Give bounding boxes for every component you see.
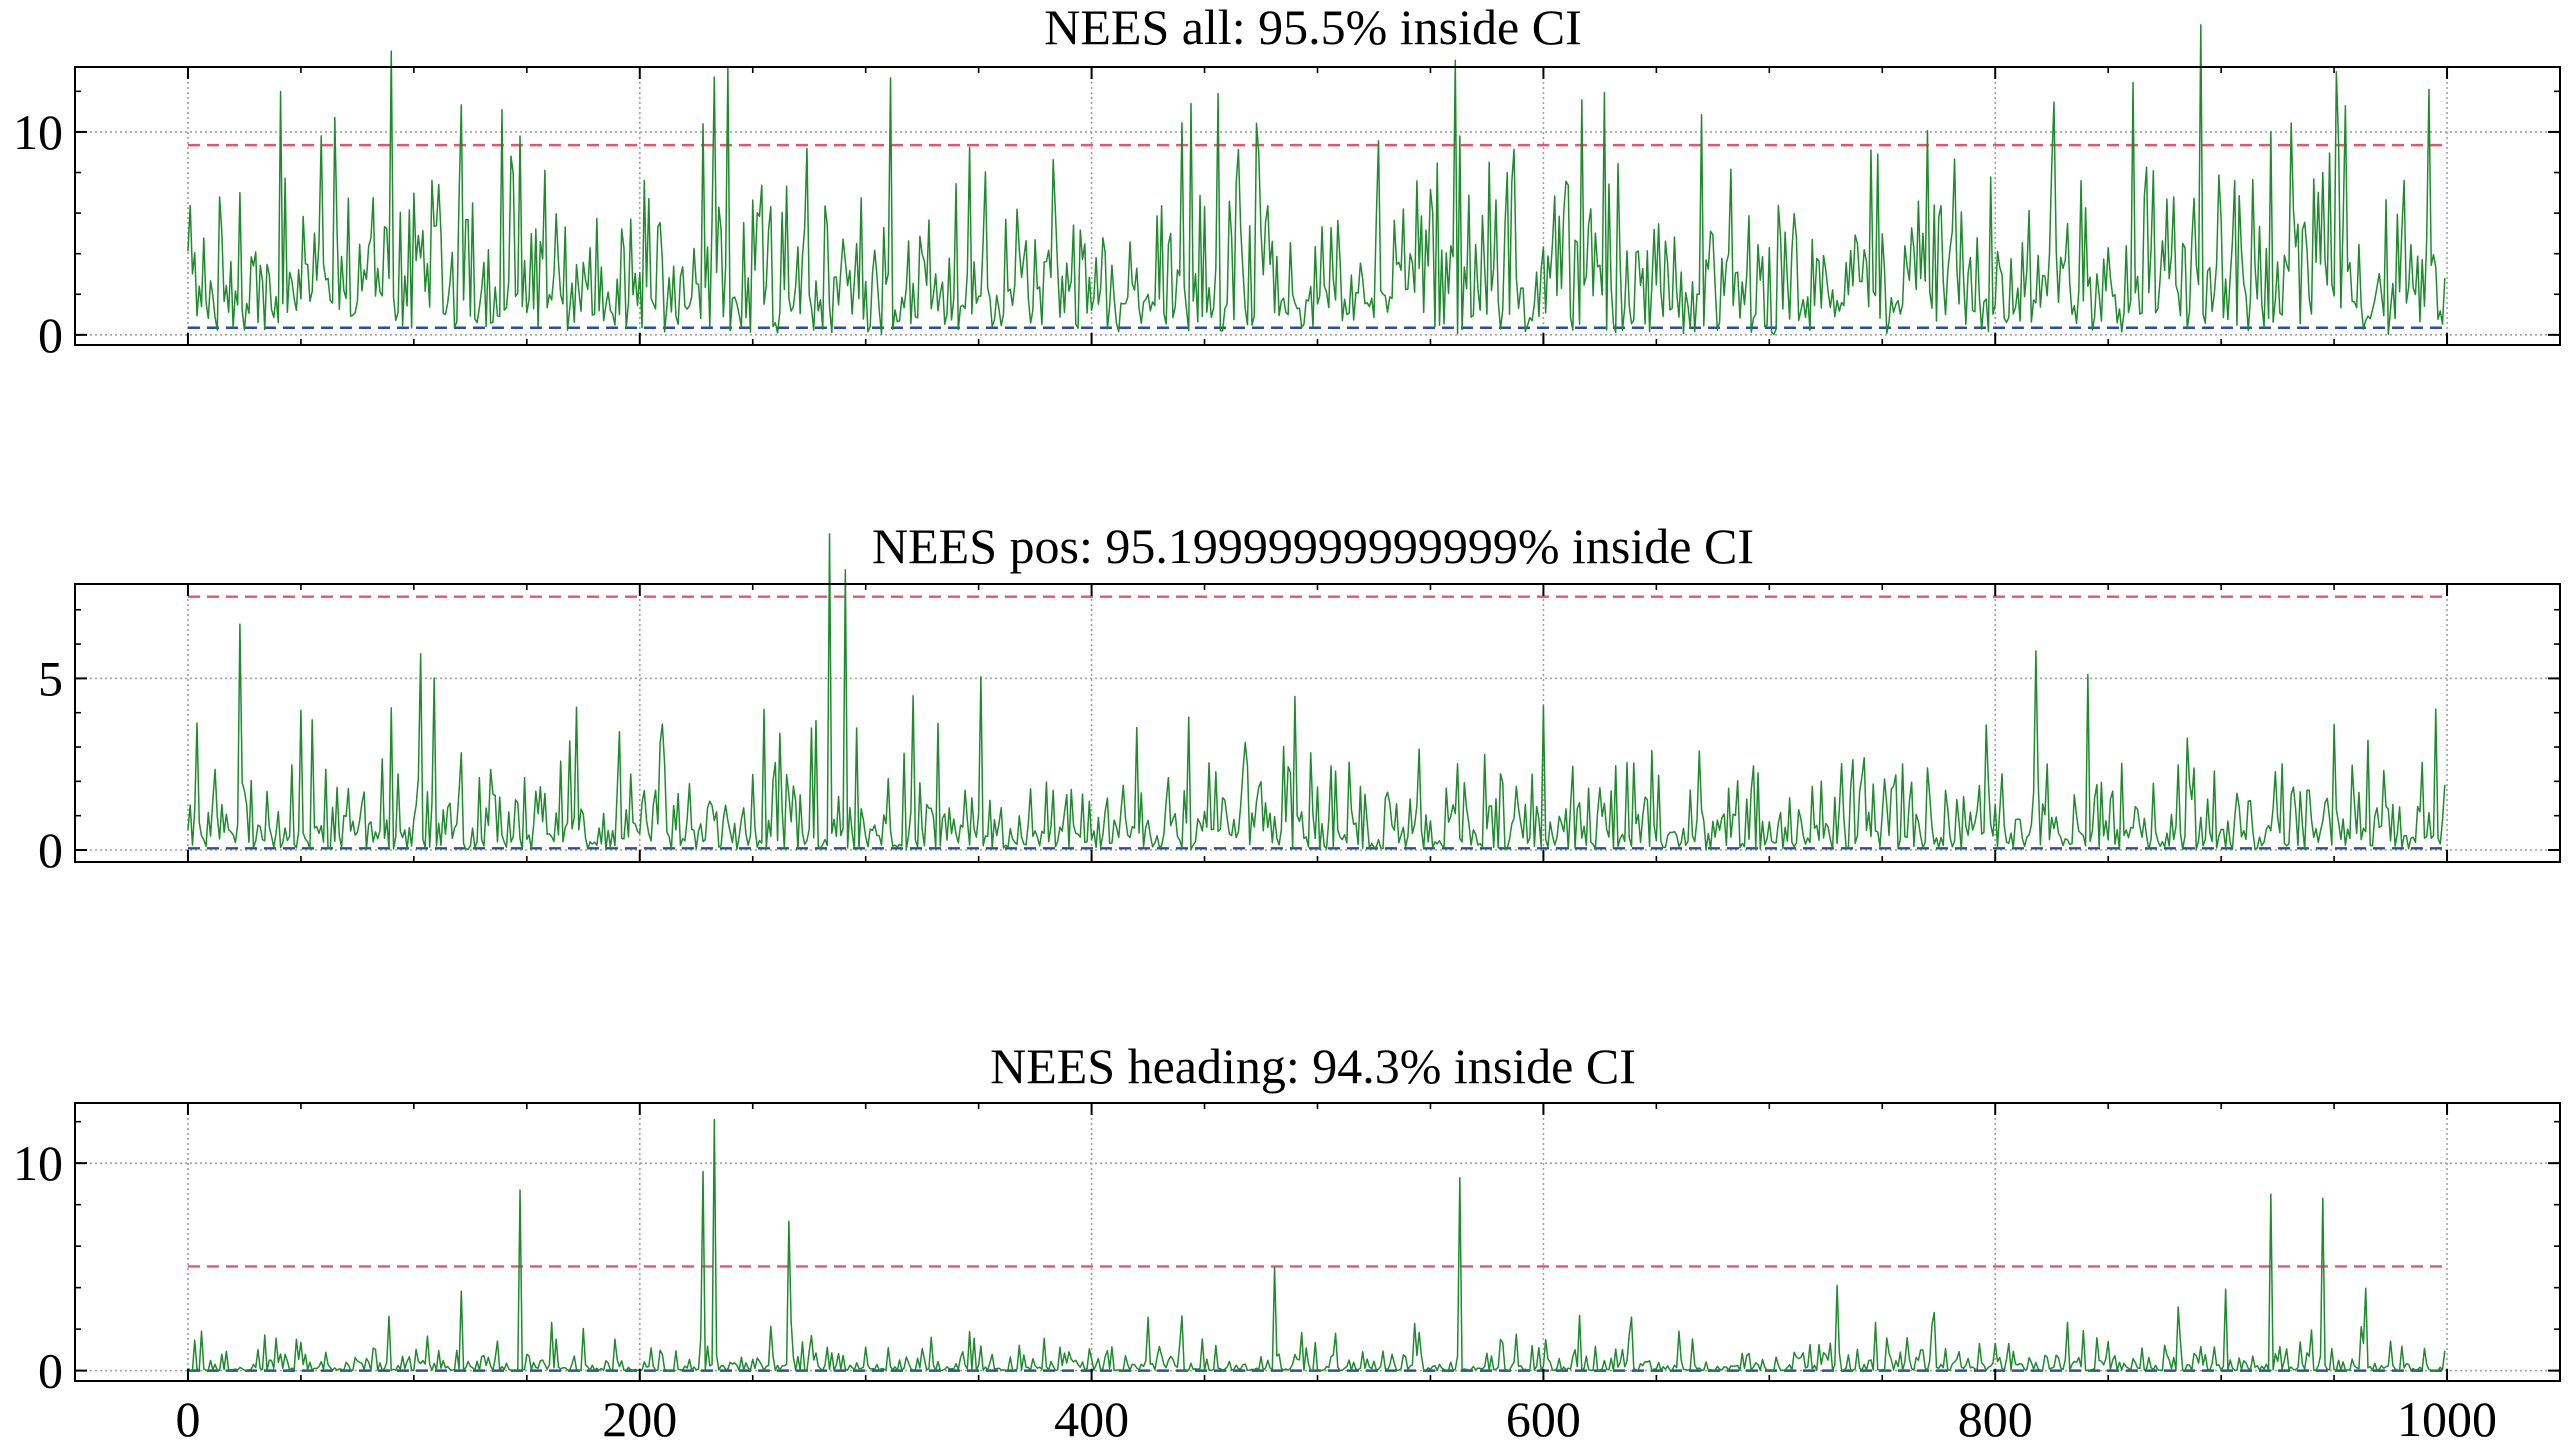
subplot-nees-all: NEES all: 95.5% inside CI 0 10 [13, 0, 2561, 363]
nees-line [187, 533, 2446, 851]
x-tick-label: 600 [1506, 1391, 1581, 1447]
y-tick-label: 10 [13, 1135, 63, 1191]
subplot-nees-pos: NEES pos: 95.19999999999999% inside CI 0… [38, 518, 2561, 878]
confidence-interval-lines [187, 143, 2445, 329]
chart-title: NEES all: 95.5% inside CI [1044, 0, 1581, 55]
tick-labels: 0 10 [13, 104, 63, 363]
axes-frame [74, 583, 2561, 863]
y-tick-label: 5 [38, 650, 63, 706]
nees-series [187, 1118, 2446, 1371]
axes-frame [74, 66, 2561, 346]
x-tick-label: 200 [602, 1391, 677, 1447]
nees-series [187, 533, 2446, 851]
nees-series [187, 24, 2446, 336]
y-tick-label: 0 [38, 307, 63, 363]
nees-line [187, 1118, 2446, 1371]
y-tick-label: 0 [38, 1343, 63, 1399]
nees-line [187, 24, 2446, 336]
chart-title: NEES heading: 94.3% inside CI [990, 1038, 1636, 1094]
y-tick-label: 0 [38, 822, 63, 878]
x-tick-label: 0 [175, 1391, 200, 1447]
x-tick-label: 800 [1958, 1391, 2033, 1447]
confidence-interval-lines [187, 1265, 2445, 1372]
chart-title: NEES pos: 95.19999999999999% inside CI [872, 518, 1754, 574]
x-tick-label: 400 [1054, 1391, 1129, 1447]
confidence-interval-lines [187, 595, 2445, 850]
y-tick-label: 10 [13, 104, 63, 160]
axes-frame [74, 1102, 2561, 1382]
x-tick-label: 1000 [2397, 1391, 2497, 1447]
tick-labels: 05 [38, 650, 63, 878]
